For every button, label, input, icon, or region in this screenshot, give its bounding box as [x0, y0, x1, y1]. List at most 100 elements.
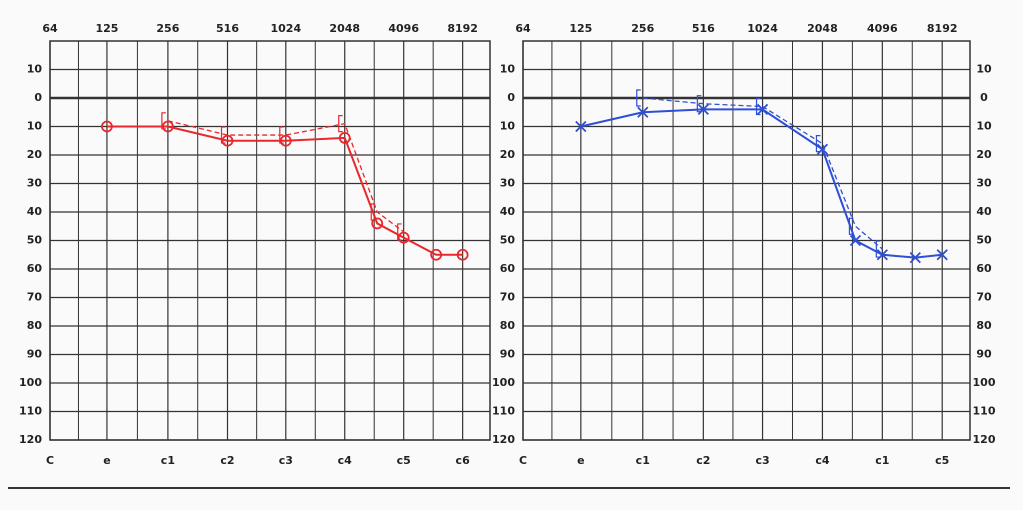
- y-tick-label: 40: [500, 205, 516, 218]
- marker: [397, 223, 402, 241]
- y-tick-label: 30: [500, 177, 516, 190]
- x-tick-label: 64: [42, 22, 58, 35]
- y-tick-label: 90: [27, 348, 43, 361]
- x-tick-label: 1024: [270, 22, 301, 35]
- marker: [848, 217, 854, 235]
- y-tick-label-right: 100: [973, 376, 996, 389]
- note-label: c4: [338, 454, 353, 467]
- marker: [849, 234, 862, 247]
- note-label: c3: [755, 454, 769, 467]
- x-tick-label: 4096: [388, 22, 419, 35]
- y-tick-label: 50: [500, 234, 516, 247]
- y-tick-label: 20: [27, 148, 43, 161]
- x-tick-label: 125: [569, 22, 592, 35]
- note-label: C: [46, 454, 54, 467]
- x-tick-label: 125: [95, 22, 118, 35]
- y-tick-label-right: 30: [976, 177, 992, 190]
- y-tick-label: 80: [500, 319, 516, 332]
- note-label: c3: [279, 454, 293, 467]
- marker: [101, 120, 113, 133]
- y-tick-label: 10: [500, 120, 516, 133]
- y-tick-label-right: 20: [976, 148, 992, 161]
- y-tick-label: 70: [27, 291, 43, 304]
- y-tick-label-right: 40: [976, 205, 992, 218]
- x-tick-label: 256: [631, 22, 654, 35]
- y-tick-label-right: 10: [976, 63, 992, 76]
- y-tick-label-right: 50: [976, 234, 992, 247]
- note-label: c1: [875, 454, 889, 467]
- marker: [279, 134, 292, 147]
- marker: [161, 120, 174, 133]
- marker: [876, 249, 888, 261]
- marker: [696, 95, 702, 113]
- x-tick-label: 2048: [807, 22, 838, 35]
- note-label: c6: [456, 454, 471, 467]
- note-label: c1: [636, 454, 650, 467]
- marker: [815, 135, 821, 153]
- y-tick-label: 10: [27, 120, 43, 133]
- note-label: c2: [696, 454, 710, 467]
- note-label: c4: [815, 454, 830, 467]
- y-tick-label: 0: [34, 91, 42, 104]
- marker: [161, 112, 166, 130]
- y-tick-label: 40: [27, 205, 43, 218]
- series-line: [167, 120, 405, 233]
- y-tick-label: 110: [492, 405, 515, 418]
- x-tick-label: 256: [156, 22, 179, 35]
- x-tick-label: 64: [515, 22, 531, 35]
- x-tick-label: 1024: [747, 22, 778, 35]
- marker: [221, 134, 234, 147]
- note-label: e: [103, 454, 110, 467]
- marker: [430, 248, 443, 261]
- y-tick-label: 100: [492, 376, 515, 389]
- y-tick-label: 120: [19, 433, 42, 446]
- y-tick-label: 20: [500, 148, 516, 161]
- y-tick-label: 10: [27, 63, 43, 76]
- x-tick-label: 8192: [927, 22, 958, 35]
- y-tick-label: 30: [27, 177, 43, 190]
- marker: [371, 217, 384, 230]
- y-tick-label: 60: [27, 262, 43, 275]
- note-label: c1: [161, 454, 175, 467]
- marker: [456, 248, 469, 261]
- marker: [575, 120, 587, 133]
- series-line: [642, 97, 883, 250]
- x-tick-label: 2048: [329, 22, 360, 35]
- y-tick-label-right: 90: [976, 348, 992, 361]
- marker: [279, 126, 284, 144]
- y-tick-label: 100: [19, 376, 42, 389]
- series-line: [106, 125, 463, 256]
- y-tick-label-right: 10: [976, 120, 992, 133]
- y-tick-label: 70: [500, 291, 516, 304]
- y-tick-label: 0: [507, 91, 515, 104]
- x-tick-label: 4096: [867, 22, 898, 35]
- y-tick-label: 50: [27, 234, 43, 247]
- y-tick-label: 80: [27, 319, 43, 332]
- marker: [637, 106, 649, 118]
- note-label: e: [577, 454, 584, 467]
- y-tick-label: 110: [19, 405, 42, 418]
- y-tick-label: 90: [500, 348, 516, 361]
- marker: [936, 249, 948, 261]
- marker: [220, 126, 226, 144]
- marker: [636, 89, 641, 107]
- y-tick-label-right: 80: [976, 319, 992, 332]
- x-tick-label: 516: [216, 22, 239, 35]
- marker: [875, 240, 881, 258]
- y-tick-label-right: 0: [980, 91, 988, 104]
- marker: [909, 251, 921, 264]
- note-label: c2: [220, 454, 234, 467]
- y-tick-label: 60: [500, 262, 516, 275]
- marker: [370, 203, 376, 221]
- y-tick-label-right: 110: [973, 405, 996, 418]
- note-label: c5: [935, 454, 949, 467]
- marker: [697, 103, 709, 116]
- y-tick-label: 120: [492, 433, 515, 446]
- marker: [397, 231, 410, 244]
- marker: [755, 97, 761, 116]
- note-label: C: [519, 454, 527, 467]
- y-tick-label-right: 120: [973, 433, 996, 446]
- y-tick-label-right: 60: [976, 262, 992, 275]
- note-label: c5: [397, 454, 411, 467]
